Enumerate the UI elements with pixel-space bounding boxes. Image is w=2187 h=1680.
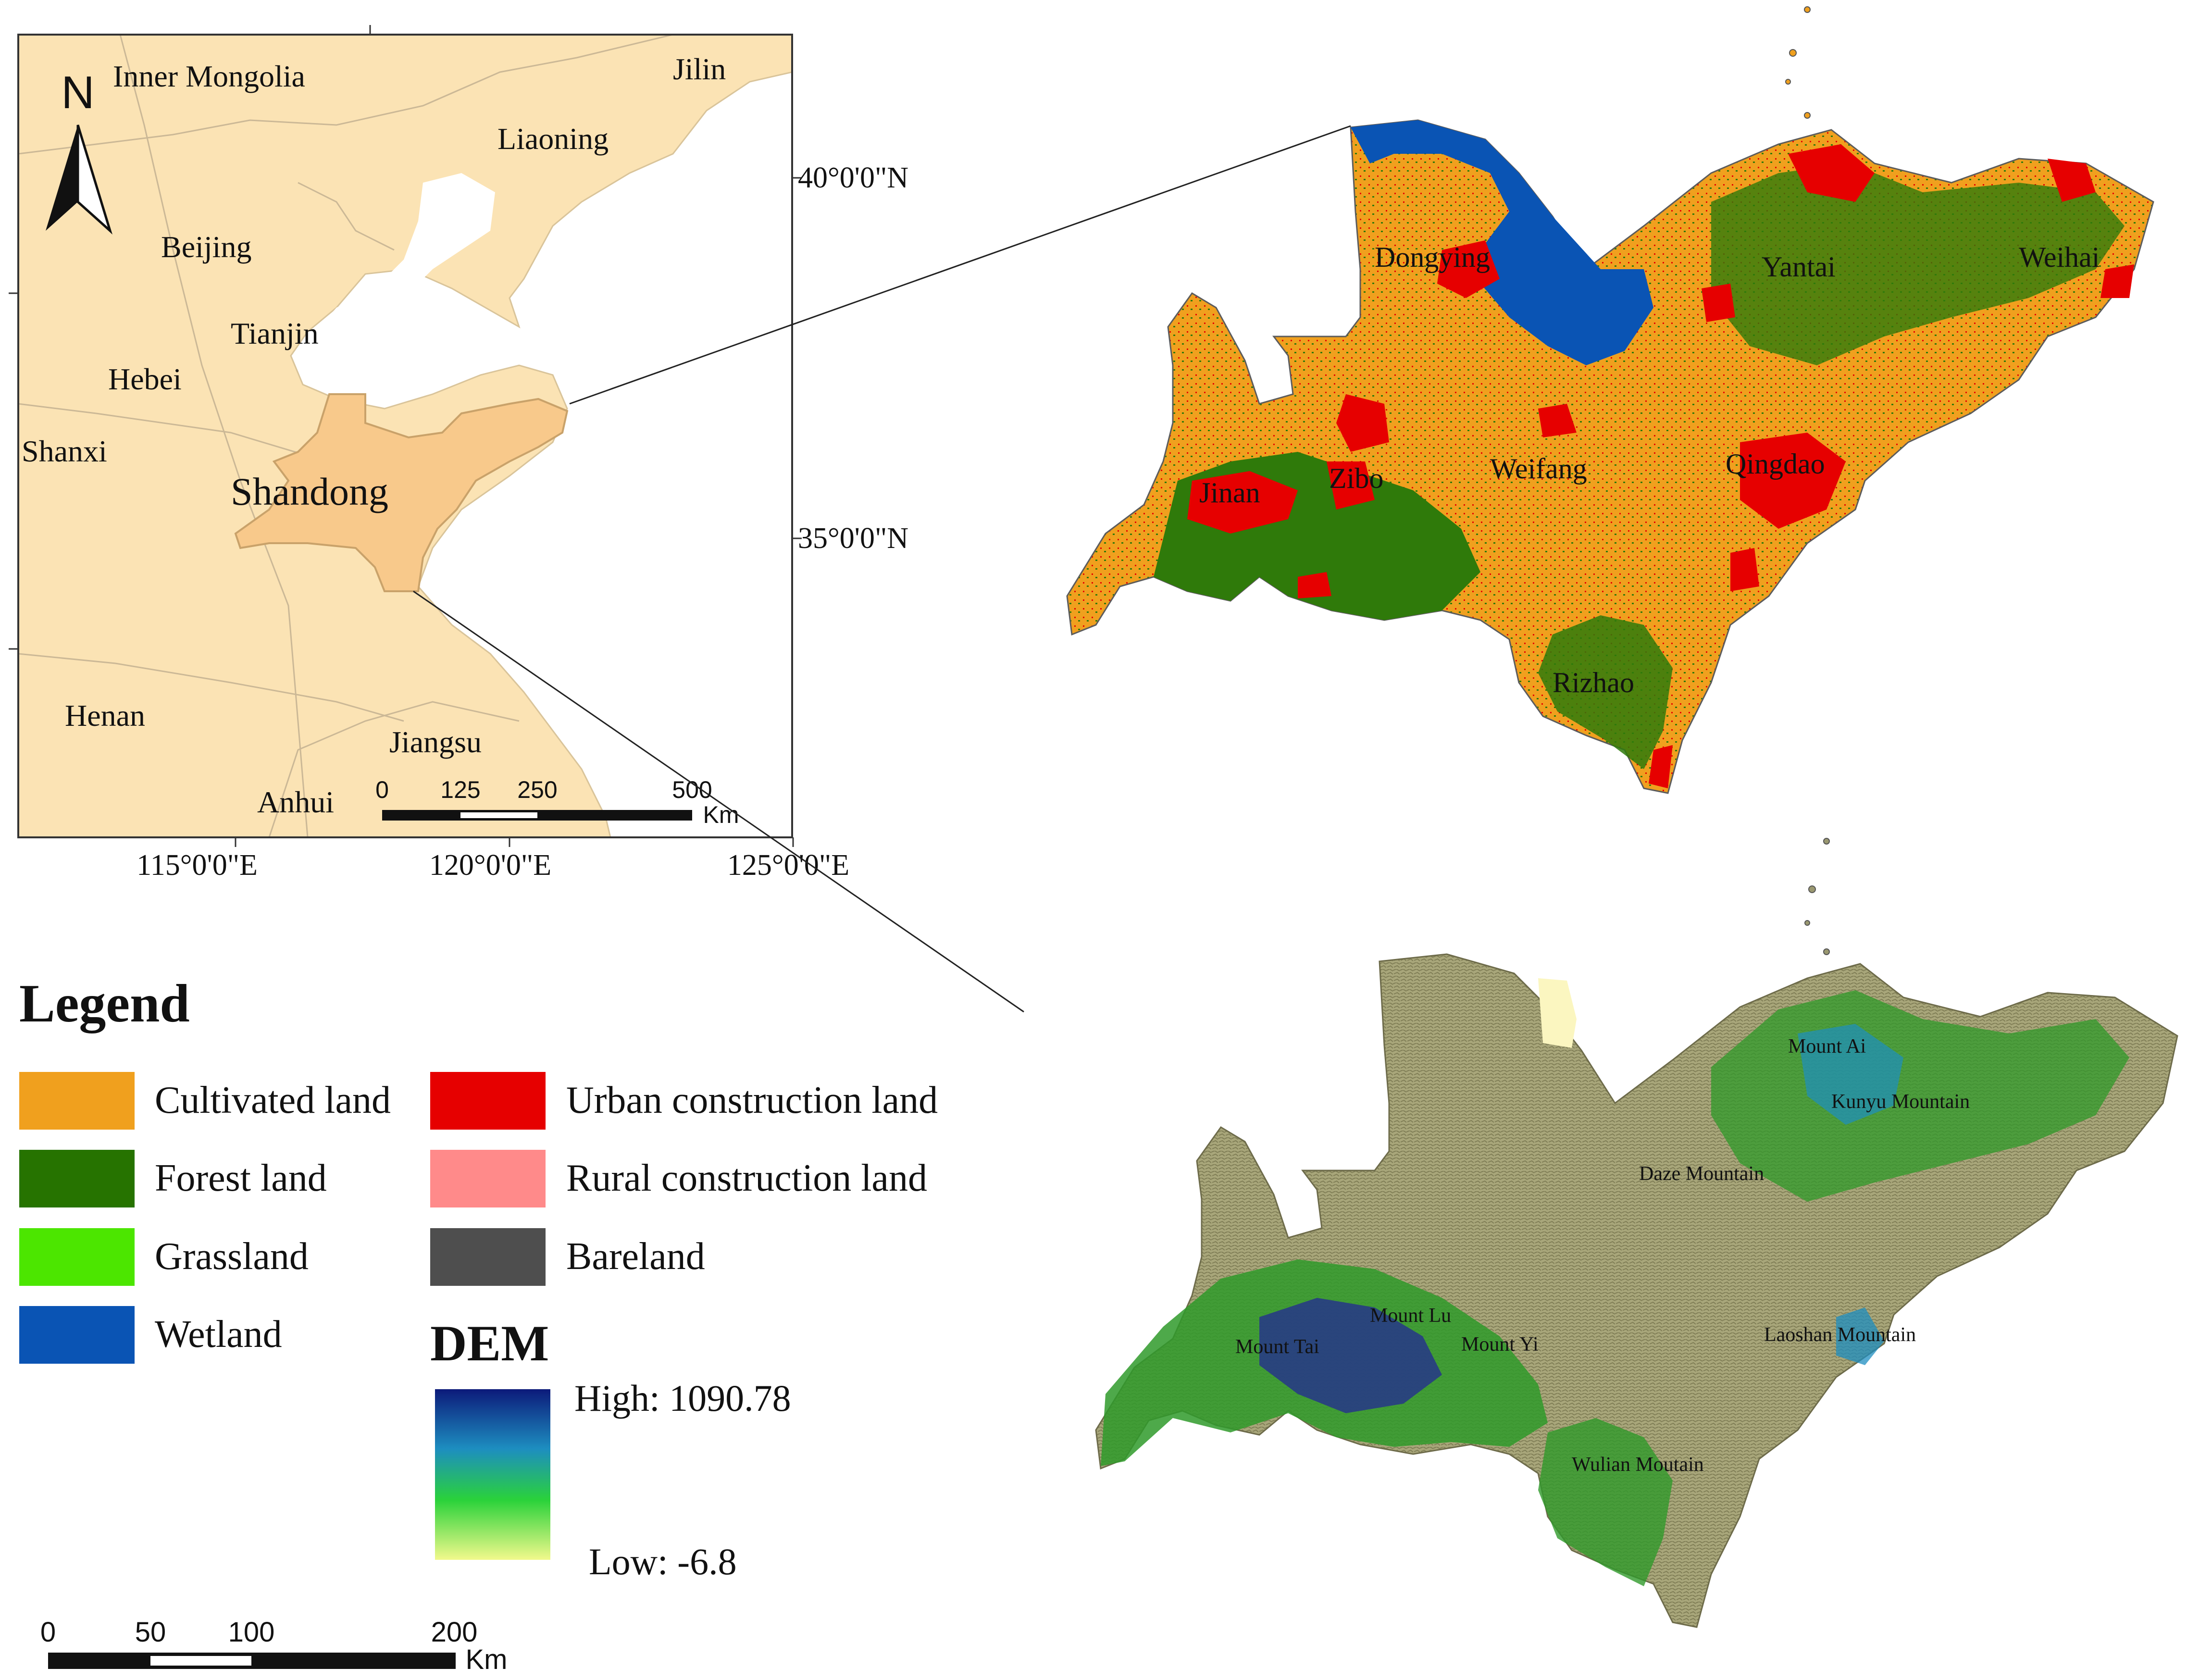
legend-swatch-grassland bbox=[19, 1228, 135, 1286]
label-shanxi: Shanxi bbox=[22, 434, 107, 468]
inset-scale-tick-500: 500 bbox=[672, 776, 712, 803]
city-zibo: Zibo bbox=[1329, 462, 1383, 494]
mountain-mount-tai: Mount Tai bbox=[1235, 1336, 1319, 1358]
city-qingdao: Qingdao bbox=[1726, 448, 1825, 480]
label-henan: Henan bbox=[65, 698, 145, 733]
inset-scale-bar: 0 125 250 500 Km bbox=[375, 776, 739, 828]
lon-label-120: 120°0'0"E bbox=[429, 849, 551, 882]
dem-laoshan bbox=[1836, 1307, 1884, 1365]
connector-lines bbox=[413, 125, 1351, 1013]
city-dongying: Dongying bbox=[1375, 241, 1490, 273]
dem-islands bbox=[1804, 838, 1830, 955]
city-jinan: Jinan bbox=[1199, 477, 1260, 509]
lat-label-40: 40°0'0"N bbox=[798, 162, 908, 194]
lat-label-35: 35°0'0"N bbox=[798, 522, 908, 555]
inset-scale-tick-250: 250 bbox=[517, 776, 557, 803]
main-scale-tick-100: 100 bbox=[228, 1617, 275, 1648]
label-shandong: Shandong bbox=[231, 470, 388, 513]
label-jilin: Jilin bbox=[673, 52, 726, 86]
mountain-mount-ai: Mount Ai bbox=[1788, 1035, 1866, 1058]
legend-label-rural: Rural construction land bbox=[566, 1157, 927, 1199]
mountain-mount-lu: Mount Lu bbox=[1370, 1305, 1451, 1327]
mountain-daze: Daze Mountain bbox=[1639, 1163, 1764, 1185]
north-label: N bbox=[61, 67, 94, 118]
urban-patches bbox=[1187, 144, 2134, 788]
legend-label-cultivated: Cultivated land bbox=[155, 1079, 391, 1121]
label-jiangsu: Jiangsu bbox=[389, 725, 482, 759]
label-liaoning: Liaoning bbox=[497, 122, 609, 156]
main-scale-unit: Km bbox=[466, 1644, 508, 1675]
city-weifang: Weifang bbox=[1490, 453, 1587, 485]
north-arrow-icon bbox=[46, 125, 78, 231]
legend: Legend Cultivated land Forest land Grass… bbox=[19, 974, 938, 1582]
legend-swatch-cultivated bbox=[19, 1072, 135, 1130]
forest-southeast bbox=[1538, 615, 1673, 769]
legend-swatch-bareland bbox=[430, 1228, 546, 1286]
lon-label-115: 115°0'0"E bbox=[137, 849, 258, 882]
dem-peak-east bbox=[1798, 1024, 1903, 1125]
city-weihai: Weihai bbox=[2019, 241, 2100, 273]
legend-label-grassland: Grassland bbox=[155, 1235, 309, 1278]
mountain-wulian: Wulian Moutain bbox=[1572, 1454, 1704, 1476]
inset-scale-tick-0: 0 bbox=[375, 776, 389, 803]
mountain-laoshan: Laoshan Mountain bbox=[1764, 1324, 1916, 1346]
inset-graticule-ticks bbox=[9, 25, 802, 847]
legend-swatch-rural bbox=[430, 1150, 546, 1207]
forest-east bbox=[1711, 163, 2125, 365]
mountain-mount-yi: Mount Yi bbox=[1461, 1333, 1539, 1356]
main-scale-bar: 0 50 100 200 Km bbox=[40, 1617, 508, 1675]
inset-map: N Inner Mongolia Jilin Liaoning Beijing … bbox=[9, 25, 908, 882]
bohai-bay bbox=[303, 173, 495, 365]
legend-label-urban: Urban construction land bbox=[566, 1079, 938, 1121]
dem-map: Mount Ai Kunyu Mountain Daze Mountain Mo… bbox=[1095, 838, 2178, 1628]
label-tianjin: Tianjin bbox=[231, 316, 319, 350]
shandong-province bbox=[234, 393, 569, 592]
label-anhui: Anhui bbox=[257, 785, 334, 819]
wetland-coast bbox=[1351, 120, 1653, 365]
landuse-map: Dongying Yantai Weihai Jinan Zibo Weifan… bbox=[1066, 6, 2154, 794]
main-scale-tick-50: 50 bbox=[135, 1617, 166, 1648]
islands bbox=[1785, 6, 1811, 119]
inset-borders bbox=[18, 35, 673, 837]
legend-label-wetland: Wetland bbox=[155, 1313, 282, 1356]
dem-highland-southeast bbox=[1538, 1418, 1673, 1586]
legend-label-forest: Forest land bbox=[155, 1157, 327, 1199]
label-inner-mongolia: Inner Mongolia bbox=[113, 59, 305, 93]
legend-title: Legend bbox=[19, 974, 190, 1033]
inset-scale-tick-125: 125 bbox=[440, 776, 480, 803]
dem-high-label: High: 1090.78 bbox=[574, 1377, 791, 1419]
legend-swatch-urban bbox=[430, 1072, 546, 1130]
label-beijing: Beijing bbox=[161, 230, 251, 264]
north-arrow: N bbox=[46, 67, 112, 235]
dem-coastal-lowland bbox=[1538, 978, 1577, 1048]
inset-scale-unit: Km bbox=[703, 801, 739, 828]
dem-low-label: Low: -6.8 bbox=[589, 1541, 737, 1582]
legend-label-bareland: Bareland bbox=[566, 1235, 705, 1278]
main-scale-tick-200: 200 bbox=[431, 1617, 478, 1648]
main-scale-tick-0: 0 bbox=[40, 1617, 56, 1648]
label-hebei: Hebei bbox=[108, 362, 182, 396]
legend-swatch-forest bbox=[19, 1150, 135, 1207]
lon-label-125: 125°0'0"E bbox=[727, 849, 849, 882]
dem-colorbar bbox=[435, 1389, 550, 1560]
mountain-kunyu: Kunyu Mountain bbox=[1831, 1091, 1970, 1113]
legend-swatch-wetland bbox=[19, 1306, 135, 1364]
city-rizhao: Rizhao bbox=[1553, 667, 1634, 698]
dem-peak-central bbox=[1259, 1298, 1442, 1413]
dem-title: DEM bbox=[430, 1315, 549, 1371]
inset-frame bbox=[17, 34, 793, 838]
city-yantai: Yantai bbox=[1762, 251, 1836, 283]
